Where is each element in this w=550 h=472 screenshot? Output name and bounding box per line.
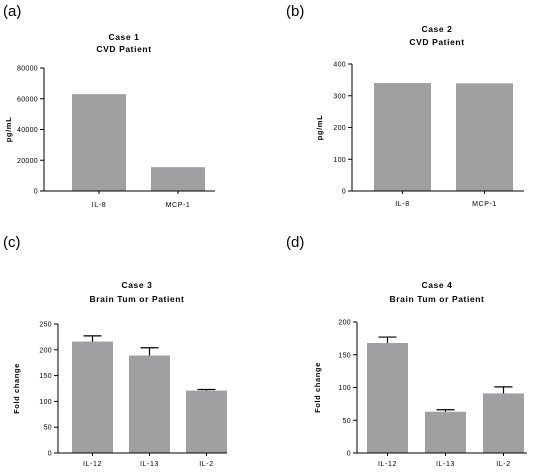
x-tick-label: IL-13 [140,461,159,468]
y-tick-label: 0 [347,451,351,458]
y-tick-label: 400 [333,62,346,69]
x-tick-label: IL-8 [92,202,106,209]
x-tick-label: IL-2 [496,461,510,468]
panel-label: (d) [286,234,304,251]
x-tick-label: IL-12 [83,461,102,468]
y-tick-label: 50 [44,425,52,432]
panel-label: (c) [3,234,21,251]
y-tick-label: 200 [39,347,52,354]
y-tick-label: 40000 [17,127,38,134]
y-tick-label: 150 [338,352,351,359]
x-tick-label: MCP-1 [166,202,191,209]
bar-il-2 [483,393,524,453]
y-tick-label: 200 [333,125,346,132]
y-tick-label: 150 [39,373,52,380]
x-tick-label: IL-2 [199,461,213,468]
x-tick-label: IL-12 [378,461,397,468]
chart-subtitle: CVD Patient [409,37,464,47]
y-tick-label: 20000 [17,158,38,165]
bar-il-13 [129,355,170,453]
y-tick-label: 300 [333,93,346,100]
bar-il-13 [425,411,466,453]
y-tick-label: 0 [342,189,346,196]
x-tick-label: IL-13 [436,461,455,468]
y-tick-label: 100 [338,385,351,392]
chart-subtitle: Brain Tum or Patient [390,294,485,304]
bar-il-2 [186,390,227,453]
chart-title: Case 1 [108,32,139,42]
x-tick-label: IL-8 [395,201,409,208]
panel-label: (b) [286,3,304,20]
y-tick-label: 100 [333,157,346,164]
chart-subtitle: Brain Tum or Patient [90,294,185,304]
y-axis-label: Fold change [313,362,322,413]
y-tick-label: 80000 [17,66,38,73]
chart-subtitle: CVD Patient [96,44,151,54]
bar-il-12 [72,341,113,453]
bar-mcp-1 [456,83,513,191]
y-tick-label: 100 [39,399,52,406]
chart-title: Case 3 [121,280,152,290]
bar-il-8 [374,83,431,191]
chart-title: Case 4 [421,280,452,290]
bar-il-12 [367,342,408,453]
y-tick-label: 200 [338,320,351,327]
y-tick-label: 0 [34,189,38,196]
y-tick-label: 50 [343,418,351,425]
y-axis-label: pg/mL [315,115,324,141]
chart-title: Case 2 [421,24,452,34]
bar-il-8 [72,94,126,191]
y-axis-label: Fold change [12,363,21,414]
panel-label: (a) [3,3,21,20]
y-tick-label: 60000 [17,96,38,103]
y-tick-label: 0 [48,451,52,458]
x-tick-label: MCP-1 [472,201,497,208]
y-tick-label: 250 [39,322,52,329]
y-axis-label: pg/mL [4,117,13,143]
bar-mcp-1 [151,167,205,191]
